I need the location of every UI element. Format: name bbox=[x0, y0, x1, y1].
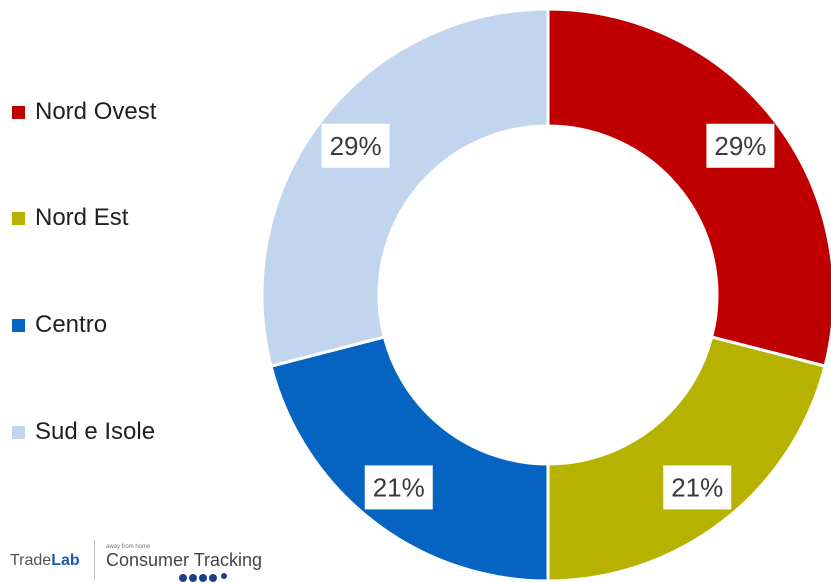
data-label-nord-ovest: 29% bbox=[706, 123, 775, 168]
logo-brand-b: Lab bbox=[51, 552, 80, 569]
donut-slice-nord-ovest[interactable] bbox=[546, 7, 831, 368]
legend-item-centro[interactable]: Centro bbox=[12, 310, 107, 340]
data-label-text: 29% bbox=[330, 131, 382, 161]
logo-tagline: away from home bbox=[106, 544, 151, 550]
data-label-box bbox=[663, 465, 732, 510]
data-label-centro: 21% bbox=[364, 465, 433, 510]
donut-slice-sud-e-isole[interactable] bbox=[260, 7, 550, 368]
data-label-box bbox=[321, 123, 390, 168]
logo-divider bbox=[94, 540, 95, 580]
legend-item-sud-e-isole[interactable]: Sud e Isole bbox=[12, 417, 155, 447]
donut-slice-nord-est[interactable] bbox=[546, 335, 827, 582]
data-label-sud-e-isole: 29% bbox=[321, 123, 390, 168]
data-label-box bbox=[364, 465, 433, 510]
logo-product: Consumer Tracking bbox=[106, 550, 263, 570]
tradelab-logo: TradeLab away from home Consumer Trackin… bbox=[10, 538, 280, 582]
donut-data-labels: 29% 21% 21% 29% bbox=[321, 123, 775, 510]
legend-item-nord-est[interactable]: Nord Est bbox=[12, 203, 128, 233]
logo-brand: TradeLab bbox=[10, 552, 80, 570]
donut-slices bbox=[260, 7, 831, 582]
data-label-box bbox=[706, 123, 775, 168]
chart-legend: Nord Ovest Nord Est Centro Sud e Isole bbox=[12, 0, 252, 582]
data-label-text: 21% bbox=[671, 472, 723, 502]
donut-slice-centro[interactable] bbox=[269, 335, 550, 582]
legend-swatch-nord-est bbox=[12, 211, 25, 225]
legend-label-sud-e-isole: Sud e Isole bbox=[35, 418, 156, 445]
legend-label-centro: Centro bbox=[35, 311, 108, 338]
legend-swatch-sud-e-isole bbox=[12, 425, 25, 439]
legend-label-nord-ovest: Nord Ovest bbox=[35, 98, 157, 125]
logo-brand-a: Trade bbox=[10, 552, 52, 569]
legend-label-nord-est: Nord Est bbox=[35, 204, 129, 231]
legend-swatch-centro bbox=[12, 318, 25, 332]
logo-dots-icon bbox=[179, 573, 227, 582]
data-label-nord-est: 21% bbox=[663, 465, 732, 510]
data-label-text: 29% bbox=[714, 131, 766, 161]
legend-item-nord-ovest[interactable]: Nord Ovest bbox=[12, 97, 156, 127]
legend-swatch-nord-ovest bbox=[12, 105, 25, 119]
data-label-text: 21% bbox=[373, 472, 425, 502]
